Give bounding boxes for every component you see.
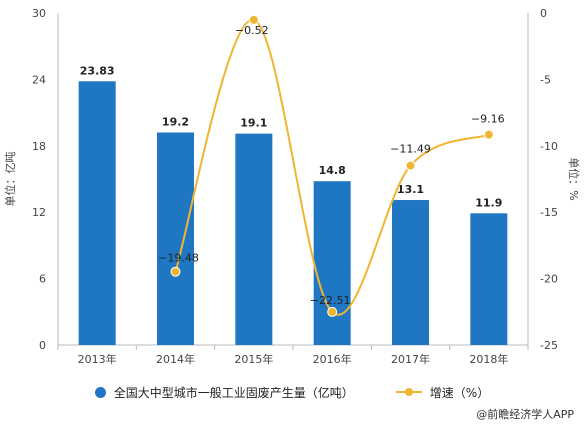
right-y-tick-label: -10 (540, 140, 558, 153)
growth-rate-point (248, 14, 259, 25)
x-tick-label: 2014年 (156, 352, 195, 366)
growth-rate-data-label: −9.16 (471, 113, 505, 126)
right-axis-title: 单位：% (567, 157, 581, 200)
legend-bar-label: 全国大中型城市一般工业固废产生量（亿吨） (113, 385, 354, 400)
legend-line-label: 增速（%） (429, 385, 490, 400)
bar-data-label: 23.83 (80, 64, 115, 77)
bar-data-label: 19.2 (162, 116, 189, 129)
bar-data-label: 19.1 (240, 117, 267, 130)
bar-data-label: 11.9 (475, 196, 502, 209)
bar-data-label: 13.1 (397, 183, 424, 196)
growth-rate-data-label: −11.49 (390, 143, 431, 156)
bar (392, 200, 429, 345)
x-tick-label: 2013年 (78, 352, 117, 366)
growth-rate-point (170, 266, 181, 277)
growth-rate-point (327, 306, 338, 317)
x-tick-label: 2017年 (391, 352, 430, 366)
right-y-tick-label: -5 (540, 73, 551, 86)
bar (157, 132, 194, 345)
left-axis-title: 单位：亿吨 (3, 152, 17, 207)
bar (313, 181, 351, 345)
right-y-tick-label: -25 (540, 339, 558, 352)
x-tick-label: 2018年 (469, 352, 508, 366)
combo-chart: 0 6 12 18 24 30 -25 -20 -15 -10 -5 0 2013年 2014年 2015年… (3, 7, 581, 366)
left-y-tick-label: 0 (39, 339, 46, 352)
right-y-tick-label: -20 (540, 273, 558, 286)
growth-rate-point (405, 160, 416, 171)
source-credit: @前瞻经济学人APP (476, 408, 574, 421)
growth-rate-data-label: −0.52 (235, 24, 269, 37)
left-y-tick-label: 6 (39, 273, 46, 286)
left-y-tick-label: 30 (32, 7, 46, 20)
left-y-tick-label: 18 (32, 140, 46, 153)
left-y-tick-label: 24 (32, 73, 46, 86)
x-tick-label: 2015年 (234, 352, 273, 366)
legend-bar-marker (94, 386, 106, 398)
legend-item-bar: 全国大中型城市一般工业固废产生量（亿吨） (94, 384, 354, 401)
x-tick-label: 2016年 (313, 352, 352, 366)
legend-line-marker (395, 386, 422, 398)
growth-rate-point (483, 129, 494, 140)
left-y-tick-label: 12 (32, 206, 46, 219)
bar (470, 213, 508, 345)
bar (78, 81, 116, 345)
growth-rate-data-label: −19.48 (158, 252, 199, 265)
legend-item-line: 增速（%） (395, 384, 490, 401)
right-y-tick-label: 0 (540, 7, 547, 20)
bar-data-label: 14.8 (319, 164, 346, 177)
bar (235, 133, 273, 345)
growth-rate-data-label: −22.51 (310, 294, 351, 307)
right-y-tick-label: -15 (540, 206, 558, 219)
chart-legend: 全国大中型城市一般工业固废产生量（亿吨） 增速（%） (0, 382, 584, 402)
